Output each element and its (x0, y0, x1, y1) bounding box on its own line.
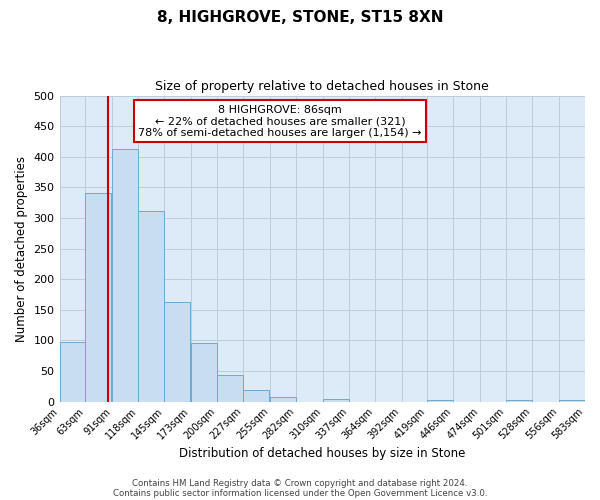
Bar (191, 344, 217, 402)
Bar (243, 390, 269, 402)
Bar (559, 400, 585, 402)
Text: 8, HIGHGROVE, STONE, ST15 8XN: 8, HIGHGROVE, STONE, ST15 8XN (157, 10, 443, 25)
Bar (217, 376, 243, 402)
Bar (164, 302, 190, 402)
Bar (139, 211, 164, 402)
Text: Contains public sector information licensed under the Open Government Licence v3: Contains public sector information licen… (113, 488, 487, 498)
Bar (270, 398, 296, 402)
Text: Contains HM Land Registry data © Crown copyright and database right 2024.: Contains HM Land Registry data © Crown c… (132, 478, 468, 488)
Bar (112, 149, 139, 402)
Bar (427, 400, 454, 402)
Y-axis label: Number of detached properties: Number of detached properties (15, 156, 28, 342)
Bar (85, 193, 112, 402)
Text: 8 HIGHGROVE: 86sqm
← 22% of detached houses are smaller (321)
78% of semi-detach: 8 HIGHGROVE: 86sqm ← 22% of detached hou… (139, 104, 422, 138)
Bar (506, 400, 532, 402)
X-axis label: Distribution of detached houses by size in Stone: Distribution of detached houses by size … (179, 447, 466, 460)
Bar (59, 342, 85, 402)
Bar (323, 399, 349, 402)
Title: Size of property relative to detached houses in Stone: Size of property relative to detached ho… (155, 80, 489, 93)
